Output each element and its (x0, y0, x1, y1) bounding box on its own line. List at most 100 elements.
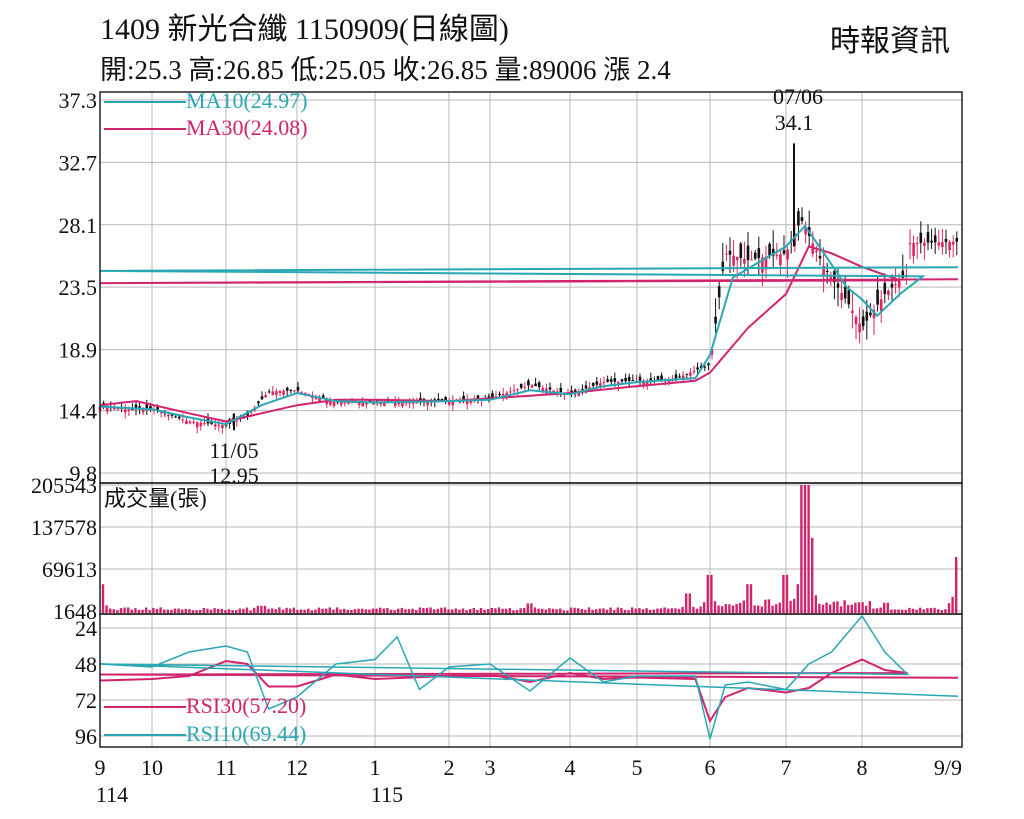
ma30-line (99, 245, 959, 423)
candle-body (775, 254, 779, 257)
volume-bar (825, 602, 828, 613)
volume-bar (778, 602, 781, 613)
candle-body (415, 402, 419, 404)
candle-body (699, 365, 703, 369)
candle-body (595, 381, 599, 385)
candle-body (498, 393, 501, 396)
volume-bar (501, 608, 504, 613)
candle-body (159, 412, 163, 414)
candle-body (411, 402, 415, 404)
trough-date: 11/05 (209, 438, 258, 463)
candle-body (757, 248, 761, 259)
volume-bar (771, 605, 774, 613)
candle-body (800, 217, 804, 222)
candle-body (167, 414, 170, 417)
volume-bar (598, 608, 601, 613)
x-tick-label: 5 (632, 755, 643, 780)
volume-bar (868, 601, 871, 613)
volume-bars (101, 485, 958, 613)
volume-bar (479, 608, 483, 613)
candle-body (271, 391, 275, 395)
volume-bar (609, 607, 612, 613)
volume-bar (296, 609, 299, 613)
candle-body (912, 243, 915, 256)
volume-bar (775, 604, 778, 613)
volume-bar (299, 609, 303, 613)
volume-bar (951, 596, 954, 613)
volume-bar (526, 603, 529, 613)
candle-body (339, 402, 343, 405)
candle-body (491, 393, 494, 398)
chart-title: 1409 新光合纖 1150909(日線圖) (100, 13, 509, 46)
candle-body (732, 255, 735, 266)
volume-bar (278, 607, 281, 613)
volume-bar (249, 610, 252, 613)
candle-body (361, 401, 365, 407)
candle-body (933, 235, 937, 243)
candle-body (915, 242, 919, 244)
x-tick-label: 6 (705, 755, 716, 780)
volume-bar (843, 600, 846, 613)
candle-body (462, 395, 465, 401)
volume-tick: 205543 (31, 473, 97, 498)
candle-body (116, 408, 120, 410)
volume-bar (764, 599, 767, 613)
volume-bar (224, 610, 227, 613)
volume-bar (796, 584, 799, 613)
candle-body (955, 237, 959, 242)
legend-rsi10: RSI10(69.44) (186, 721, 306, 746)
candle-body (123, 409, 127, 413)
volume-bar (231, 610, 234, 613)
volume-bar (821, 604, 825, 613)
volume-bar (587, 607, 591, 613)
trough-value: 12.95 (209, 463, 259, 488)
candle-body (901, 270, 905, 278)
volume-bar (451, 609, 454, 613)
volume-bar (371, 608, 375, 613)
candle-body (905, 274, 908, 276)
volume-bar (724, 604, 727, 613)
volume-bar (332, 609, 335, 613)
x-tick-label: 9/9 (934, 755, 962, 780)
candle-body (887, 290, 890, 295)
x-tick-label: 7 (781, 755, 792, 780)
candle-body (717, 286, 721, 298)
volume-bar (749, 584, 753, 613)
volume-bar (137, 609, 141, 613)
volume-bar (382, 608, 385, 613)
volume-bar (512, 610, 515, 613)
volume-bar (267, 608, 270, 613)
candle-body (203, 423, 206, 425)
candle-body (923, 242, 926, 246)
x-tick-label: 10 (141, 755, 163, 780)
volume-bar (893, 609, 897, 613)
candle-body (638, 376, 642, 381)
x-tick-label: 1 (370, 755, 381, 780)
volume-bar (217, 608, 220, 613)
ohlc-summary: 開:25.3 高:26.85 低:25.05 收:26.85 量:89006 漲… (100, 55, 671, 85)
volume-bar (929, 607, 933, 613)
volume-bar (335, 607, 339, 613)
candle-body (937, 242, 941, 246)
volume-bar (343, 608, 346, 613)
candle-body (217, 424, 221, 426)
volume-bar (533, 607, 537, 613)
volume-tick: 137578 (31, 515, 97, 540)
candle-body (753, 252, 757, 259)
volume-bar (307, 608, 310, 613)
candle-body (815, 251, 818, 253)
candle-body (743, 258, 746, 264)
volume-bar (188, 609, 191, 613)
rsi-tick: 48 (75, 652, 97, 677)
volume-bar (602, 608, 605, 613)
volume-bar (357, 608, 360, 613)
volume-bar (685, 593, 688, 613)
candle-body (278, 391, 282, 394)
candle-body (710, 349, 714, 355)
volume-bar (839, 606, 843, 613)
candle-body (750, 259, 753, 261)
candle-body (725, 253, 728, 255)
candle-body (865, 311, 869, 321)
candle-body (681, 375, 685, 380)
volume-bar (641, 609, 645, 613)
